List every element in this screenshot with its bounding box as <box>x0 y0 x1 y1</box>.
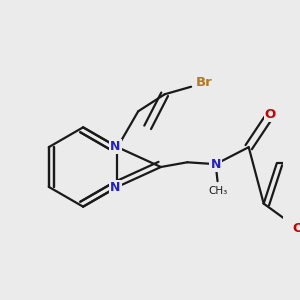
Text: Br: Br <box>196 76 213 89</box>
Text: N: N <box>211 158 221 171</box>
Text: O: O <box>292 222 300 235</box>
Text: N: N <box>110 140 121 153</box>
Text: CH₃: CH₃ <box>208 186 227 196</box>
Text: N: N <box>110 181 121 194</box>
Text: O: O <box>265 108 276 121</box>
